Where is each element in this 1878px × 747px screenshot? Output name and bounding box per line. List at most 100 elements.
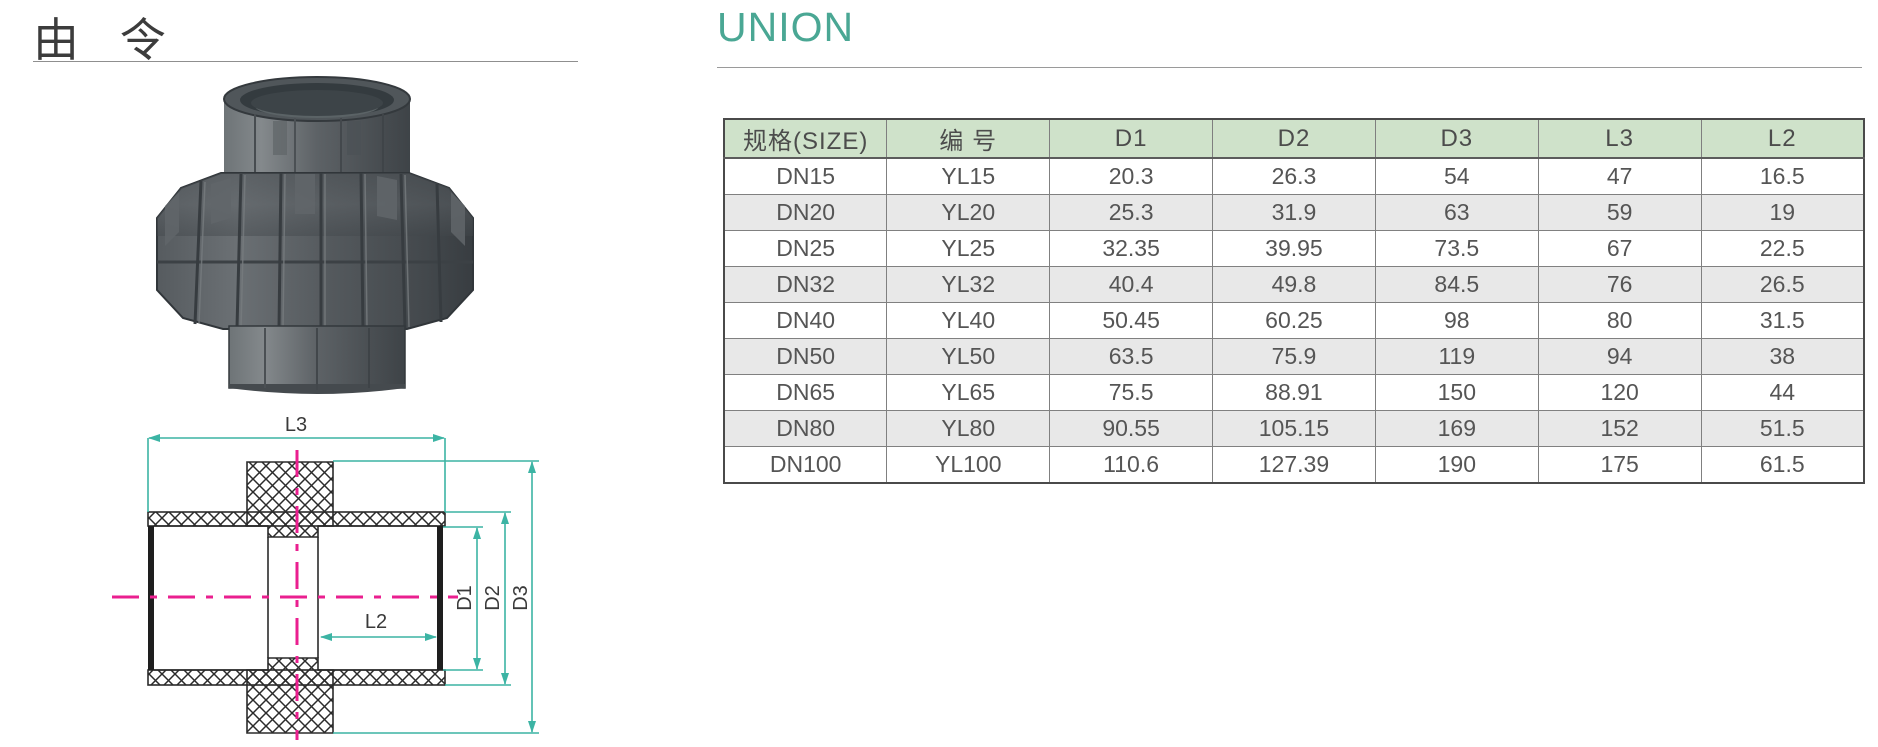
table-row: DN40 YL40 50.45 60.25 98 80 31.5 bbox=[723, 302, 1865, 339]
table-row: DN50 YL50 63.5 75.9 119 94 38 bbox=[723, 338, 1865, 375]
table-cell: YL20 bbox=[886, 194, 1051, 231]
union-nut bbox=[156, 172, 474, 330]
table-cell: DN80 bbox=[723, 410, 888, 447]
table-cell: 90.55 bbox=[1049, 410, 1214, 447]
top-socket bbox=[223, 76, 411, 193]
product-photo bbox=[145, 66, 485, 396]
table-cell: YL50 bbox=[886, 338, 1051, 375]
header-row: 规格(SIZE) 编 号 D1 D2 D3 L3 L2 bbox=[723, 118, 1865, 159]
table-cell: 175 bbox=[1537, 446, 1702, 484]
table-cell: 22.5 bbox=[1700, 230, 1865, 267]
spec-table: 规格(SIZE) 编 号 D1 D2 D3 L3 L2 DN15 YL15 20.3… bbox=[723, 118, 1865, 484]
table-cell: 75.5 bbox=[1049, 374, 1214, 411]
table-cell: 80 bbox=[1537, 302, 1702, 339]
table-cell: 47 bbox=[1537, 157, 1702, 195]
table-cell: 16.5 bbox=[1700, 157, 1865, 195]
table-cell: 44 bbox=[1700, 374, 1865, 411]
table-cell: DN65 bbox=[723, 374, 888, 411]
table-cell: YL15 bbox=[886, 157, 1051, 195]
table-cell: DN40 bbox=[723, 302, 888, 339]
col-header-code: 编 号 bbox=[886, 118, 1051, 159]
table-cell: 84.5 bbox=[1374, 266, 1539, 303]
spec-table-body: DN15 YL15 20.3 26.3 54 47 16.5 DN20 YL20 25.3 31.9… bbox=[723, 157, 1865, 484]
table-cell: DN50 bbox=[723, 338, 888, 375]
table-cell: 63.5 bbox=[1049, 338, 1214, 375]
table-cell: 60.25 bbox=[1212, 302, 1376, 339]
table-cell: YL32 bbox=[886, 266, 1051, 303]
table-cell: DN25 bbox=[723, 230, 888, 267]
dimension-diagram: L3 L2 D1 D2 D3 bbox=[110, 414, 580, 742]
dimension-labels: L3 L2 D1 D2 D3 bbox=[285, 414, 532, 633]
table-cell: 31.9 bbox=[1212, 194, 1376, 231]
table-cell: 73.5 bbox=[1374, 230, 1539, 267]
table-cell: 67 bbox=[1537, 230, 1702, 267]
table-row: DN15 YL15 20.3 26.3 54 47 16.5 bbox=[723, 157, 1865, 195]
table-cell: 38 bbox=[1700, 338, 1865, 375]
table-cell: DN15 bbox=[723, 157, 888, 195]
col-header-l3: L3 bbox=[1537, 118, 1702, 159]
table-cell: 152 bbox=[1537, 410, 1702, 447]
right-end-wall bbox=[437, 526, 443, 670]
centerlines bbox=[112, 450, 458, 740]
table-cell: 19 bbox=[1700, 194, 1865, 231]
table-cell: 119 bbox=[1374, 338, 1539, 375]
table-cell: 105.15 bbox=[1212, 410, 1376, 447]
table-cell: 190 bbox=[1374, 446, 1539, 484]
table-cell: 26.3 bbox=[1212, 157, 1376, 195]
table-cell: 25.3 bbox=[1049, 194, 1214, 231]
table-cell: 31.5 bbox=[1700, 302, 1865, 339]
label-d1: D1 bbox=[454, 585, 476, 611]
table-cell: 120 bbox=[1537, 374, 1702, 411]
dimension-lines bbox=[147, 434, 539, 734]
table-cell: 26.5 bbox=[1700, 266, 1865, 303]
table-cell: 40.4 bbox=[1049, 266, 1214, 303]
table-cell: 150 bbox=[1374, 374, 1539, 411]
label-l2: L2 bbox=[365, 611, 387, 633]
table-cell: 88.91 bbox=[1212, 374, 1376, 411]
table-cell: 59 bbox=[1537, 194, 1702, 231]
table-cell: 51.5 bbox=[1700, 410, 1865, 447]
title-divider-left bbox=[33, 61, 578, 62]
table-cell: 39.95 bbox=[1212, 230, 1376, 267]
col-header-d2: D2 bbox=[1212, 118, 1376, 159]
cross-section-drawing: L3 L2 D1 D2 D3 bbox=[112, 414, 539, 740]
table-row: DN100 YL100 110.6 127.39 190 175 61.5 bbox=[723, 446, 1865, 484]
table-cell: 54 bbox=[1374, 157, 1539, 195]
table-cell: 98 bbox=[1374, 302, 1539, 339]
table-cell: 20.3 bbox=[1049, 157, 1214, 195]
table-cell: 110.6 bbox=[1049, 446, 1214, 484]
table-cell: 127.39 bbox=[1212, 446, 1376, 484]
table-cell: 94 bbox=[1537, 338, 1702, 375]
table-cell: DN20 bbox=[723, 194, 888, 231]
table-cell: 49.8 bbox=[1212, 266, 1376, 303]
table-cell: YL40 bbox=[886, 302, 1051, 339]
table-cell: DN100 bbox=[723, 446, 888, 484]
union-fitting-illustration bbox=[156, 76, 474, 394]
table-row: DN32 YL32 40.4 49.8 84.5 76 26.5 bbox=[723, 266, 1865, 303]
spec-table-header: 规格(SIZE) 编 号 D1 D2 D3 L3 L2 bbox=[723, 118, 1865, 159]
table-cell: 63 bbox=[1374, 194, 1539, 231]
label-d2: D2 bbox=[482, 585, 504, 611]
label-l3: L3 bbox=[285, 414, 307, 436]
table-row: DN20 YL20 25.3 31.9 63 59 19 bbox=[723, 194, 1865, 231]
table-cell: YL80 bbox=[886, 410, 1051, 447]
table-cell: 50.45 bbox=[1049, 302, 1214, 339]
table-cell: 61.5 bbox=[1700, 446, 1865, 484]
table-cell: 75.9 bbox=[1212, 338, 1376, 375]
table-cell: 32.35 bbox=[1049, 230, 1214, 267]
nut-bottom-section bbox=[246, 657, 334, 734]
table-cell: DN32 bbox=[723, 266, 888, 303]
page-title-chinese: 由 令 bbox=[33, 14, 180, 66]
table-cell: YL100 bbox=[886, 446, 1051, 484]
page-title-english: UNION bbox=[717, 4, 855, 50]
table-cell: YL65 bbox=[886, 374, 1051, 411]
table-cell: 169 bbox=[1374, 410, 1539, 447]
col-header-size: 规格(SIZE) bbox=[723, 118, 888, 159]
spec-table-container: 规格(SIZE) 编 号 D1 D2 D3 L3 L2 DN15 YL15 20.3… bbox=[723, 118, 1865, 484]
col-header-l2: L2 bbox=[1700, 118, 1865, 159]
col-header-d1: D1 bbox=[1049, 118, 1214, 159]
label-d3: D3 bbox=[510, 585, 532, 611]
table-cell: YL25 bbox=[886, 230, 1051, 267]
table-row: DN65 YL65 75.5 88.91 150 120 44 bbox=[723, 374, 1865, 411]
title-divider-right bbox=[717, 67, 1862, 68]
